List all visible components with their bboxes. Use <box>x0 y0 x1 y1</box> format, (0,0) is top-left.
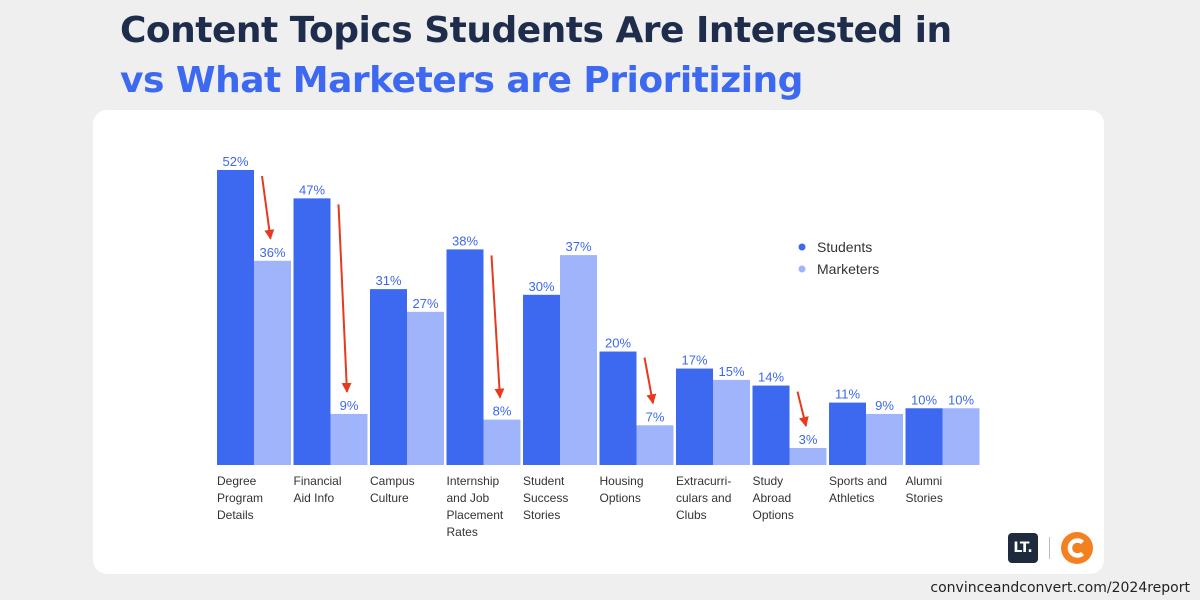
marketers-bar <box>560 255 597 465</box>
marketers-bar <box>866 413 903 465</box>
logos: LT. <box>1008 531 1093 565</box>
students-bar <box>293 198 331 465</box>
marketers-data-label: 15% <box>718 364 744 379</box>
marketers-bar <box>330 413 368 465</box>
students-bar <box>370 289 407 465</box>
chart-title-line-1: Content Topics Students Are Interested i… <box>120 10 952 51</box>
marketers-bar <box>483 419 521 465</box>
students-bar <box>829 402 866 465</box>
annotation-arrow <box>337 204 352 393</box>
chart-title-line-2: vs What Marketers are Prioritizing <box>120 60 803 101</box>
annotation-arrow <box>490 255 505 399</box>
marketers-bar <box>407 311 444 465</box>
category-label: Student Success Stories <box>523 474 568 522</box>
students-data-label: 20% <box>605 336 631 351</box>
category-label: Internship and Job Placement Rates <box>447 474 504 539</box>
students-data-label: 10% <box>911 392 937 407</box>
logo-divider <box>1049 537 1050 559</box>
marketers-data-label: 10% <box>948 392 974 407</box>
students-data-label: 14% <box>758 370 784 385</box>
students-bar <box>446 249 484 465</box>
marketers-bar <box>254 260 291 465</box>
convince-and-convert-logo-icon <box>1061 532 1093 564</box>
annotation-arrow <box>796 391 809 427</box>
legend-marker <box>798 243 806 251</box>
legend-marker <box>798 265 806 273</box>
students-bar <box>752 385 790 465</box>
marketers-bar <box>942 408 980 465</box>
marketers-data-label: 27% <box>412 296 438 311</box>
annotation-arrow <box>261 175 275 240</box>
students-bar <box>523 294 560 465</box>
category-label: Extracurri-culars and Clubs <box>676 474 731 522</box>
students-bar <box>676 368 713 465</box>
legend-label: Students <box>817 239 872 255</box>
category-label: Sports and Athletics <box>829 474 887 505</box>
lt-logo: LT. <box>1008 533 1038 563</box>
marketers-data-label: 9% <box>875 398 894 413</box>
marketers-data-label: 8% <box>493 404 512 419</box>
source-url: convinceandconvert.com/2024report <box>930 580 1190 596</box>
category-label: Financial Aid Info <box>294 474 342 505</box>
marketers-data-label: 3% <box>799 432 818 447</box>
category-label: Study Abroad Options <box>753 474 794 522</box>
marketers-data-label: 9% <box>340 398 359 413</box>
marketers-data-label: 37% <box>565 239 591 254</box>
category-label: Housing Options <box>600 474 644 505</box>
students-data-label: 17% <box>681 353 707 368</box>
bar-chart: 52% 47% 31% 38% 30% 20% 17% 14% 11% 10% 36% 9% 27% 8%… <box>217 154 980 539</box>
students-bar <box>599 351 637 465</box>
category-label: Degree Program Details <box>217 474 263 522</box>
students-data-label: 31% <box>375 273 401 288</box>
marketers-data-label: 7% <box>646 409 665 424</box>
marketers-bar <box>713 379 750 465</box>
students-data-label: 11% <box>835 387 860 402</box>
chart-card: 52% 47% 31% 38% 30% 20% 17% 14% 11% 10% 36% 9% 27% 8%… <box>93 110 1104 574</box>
students-bar <box>217 170 254 465</box>
students-bar <box>905 408 943 465</box>
marketers-data-label: 36% <box>259 245 285 260</box>
category-label: Alumni Stories <box>906 474 943 505</box>
students-data-label: 38% <box>452 233 478 248</box>
legend-label: Marketers <box>817 261 879 277</box>
marketers-bar <box>789 447 827 465</box>
annotation-arrow <box>643 357 657 405</box>
students-data-label: 30% <box>528 279 554 294</box>
marketers-bar <box>636 425 674 465</box>
category-label: Campus Culture <box>370 474 415 505</box>
students-data-label: 47% <box>299 182 325 197</box>
students-data-label: 52% <box>222 154 248 169</box>
